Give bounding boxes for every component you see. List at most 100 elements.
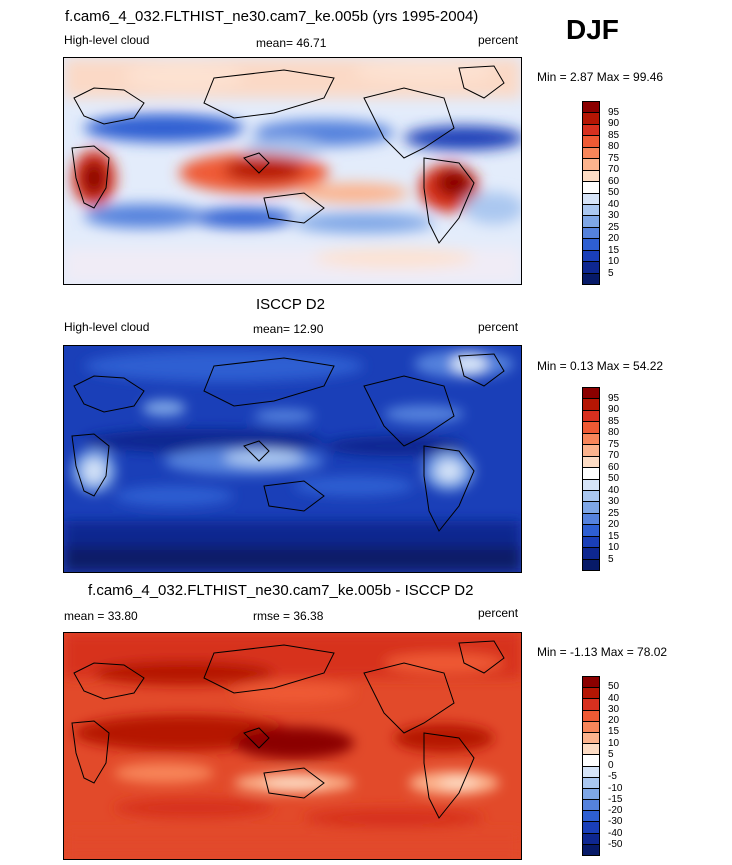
panel1-colorbar-swatch [583, 262, 599, 274]
panel2-left-label: High-level cloud [64, 320, 150, 334]
panel1-colorbar-tick-label: 80 [608, 141, 620, 152]
panel3-colorbar-tick-label: 20 [608, 715, 620, 726]
panel1-colorbar-swatch [583, 239, 599, 251]
panel1-colorbar-swatch [583, 159, 599, 171]
panel1-colorbar-swatch [583, 227, 599, 240]
panel1-mean-label: mean= 46.71 [256, 36, 327, 50]
panel1-colorbar-tick-label: 40 [608, 198, 620, 210]
panel1-colorbar-tick-label: 10 [608, 256, 620, 267]
panel2-colorbar-tick-label: 85 [608, 415, 620, 427]
panel1-colorbar-swatch [583, 124, 599, 137]
panel3-colorbar-swatch [583, 755, 599, 767]
panel2-colorbar-swatch [583, 422, 599, 434]
panel3-colorbar [582, 676, 600, 856]
panel3-colorbar-tick-label: 30 [608, 703, 620, 715]
panel2-units-label: percent [478, 320, 519, 334]
panel2-colorbar-swatch [583, 468, 599, 480]
panel3-colorbar-swatch [583, 710, 599, 722]
panel3-colorbar-tick-label: 0 [608, 760, 614, 771]
panel3-title: f.cam6_4_032.FLTHIST_ne30.cam7_ke.005b -… [88, 582, 474, 599]
panel1-map [63, 57, 522, 285]
panel2-colorbar-swatch [583, 559, 599, 570]
panel2-title: ISCCP D2 [256, 296, 325, 313]
panel2-colorbar-swatch [583, 433, 599, 446]
panel2-colorbar-swatch [583, 490, 599, 503]
panel2-colorbar [582, 387, 600, 571]
panel1-colorbar [582, 101, 600, 285]
panel1-colorbar-swatch [583, 250, 599, 263]
panel2-colorbar-tick-label: 20 [608, 519, 620, 530]
panel2-colorbar-tick-label: 60 [608, 461, 620, 473]
panel3-colorbar-tick-label: -30 [608, 816, 623, 828]
panel3-colorbar-swatch [583, 822, 599, 834]
panel1-colorbar-swatch [583, 170, 599, 183]
panel2-colorbar-tick-label: 75 [608, 438, 620, 450]
panel1-colorbar-swatch [583, 273, 599, 284]
panel3-colorbar-ticks: 50 40 30 20 15 10 5 0 -5 -10 -15 -20 -30 -40 -50 [608, 676, 648, 854]
panel2-colorbar-swatch [583, 536, 599, 549]
panel2-colorbar-swatch [583, 525, 599, 537]
panel1-colorbar-swatch [583, 113, 599, 125]
panel3-colorbar-tick-label: -40 [608, 827, 623, 839]
panel3-colorbar-swatch [583, 777, 599, 789]
panel1-colorbar-tick-label: 85 [608, 129, 620, 141]
panel1-colorbar-swatch [583, 102, 599, 114]
panel1-colorbar-tick-label: 30 [608, 210, 620, 221]
panel2-colorbar-swatch [583, 479, 599, 491]
panel3-units-label: percent [478, 606, 519, 620]
panel3-colorbar-tick-label: 50 [608, 681, 620, 693]
panel2-colorbar-tick-label: 5 [608, 553, 614, 565]
panel1-colorbar-swatch [583, 147, 599, 160]
panel2-colorbar-tick-label: 70 [608, 450, 620, 461]
panel3-colorbar-swatch [583, 721, 599, 733]
panel2-colorbar-tick-label: 15 [608, 530, 620, 542]
panel3-colorbar-tick-label: -50 [608, 838, 623, 850]
panel3-colorbar-tick-label: 15 [608, 726, 620, 738]
panel1-colorbar-tick-label: 50 [608, 187, 620, 198]
panel1-colorbar-ticks: 95 90 85 80 75 70 60 50 40 30 25 20 15 10 5 [608, 101, 648, 283]
panel1-colorbar-swatch [583, 136, 599, 148]
panel1-units-label: percent [478, 33, 519, 47]
panel3-colorbar-tick-label: 40 [608, 692, 620, 704]
panel3-mean-label: mean = 33.80 [64, 609, 138, 623]
panel2-colorbar-swatch [583, 502, 599, 514]
panel2-colorbar-tick-label: 10 [608, 542, 620, 553]
panel2-colorbar-swatch [583, 410, 599, 423]
panel3-colorbar-tick-label: 5 [608, 748, 614, 760]
panel1-colorbar-tick-label: 15 [608, 244, 620, 256]
panel1-minmax-label: Min = 2.87 Max = 99.46 [537, 70, 664, 84]
panel3-colorbar-swatch [583, 811, 599, 823]
panel3-colorbar-swatch [583, 677, 599, 689]
panel3-colorbar-swatch [583, 844, 599, 855]
panel1-colorbar-tick-label: 60 [608, 175, 620, 187]
panel1-colorbar-tick-label: 70 [608, 164, 620, 175]
panel3-colorbar-tick-label: -5 [608, 771, 617, 783]
panel1-colorbar-swatch [583, 216, 599, 228]
panel1-title: f.cam6_4_032.FLTHIST_ne30.cam7_ke.005b (… [65, 8, 479, 25]
panel1-colorbar-tick-label: 95 [608, 106, 620, 118]
panel2-colorbar-swatch [583, 399, 599, 411]
panel1-colorbar-swatch [583, 193, 599, 205]
panel2-colorbar-tick-label: 30 [608, 496, 620, 507]
season-label: DJF [566, 14, 619, 45]
panel1-colorbar-tick-label: 5 [608, 267, 614, 279]
panel3-colorbar-swatch [583, 766, 599, 778]
panel3-colorbar-tick-label: -10 [608, 782, 623, 794]
panel3-colorbar-swatch [583, 699, 599, 711]
panel1-colorbar-tick-label: 75 [608, 152, 620, 164]
panel3-minmax-label: Min = -1.13 Max = 78.02 [537, 645, 668, 659]
panel3-colorbar-swatch [583, 732, 599, 745]
panel3-colorbar-swatch [583, 800, 599, 812]
panel2-colorbar-swatch [583, 548, 599, 560]
panel3-colorbar-tick-label: -20 [608, 805, 623, 816]
panel2-mean-label: mean= 12.90 [253, 322, 324, 336]
panel2-colorbar-tick-label: 50 [608, 473, 620, 484]
panel2-map [63, 345, 522, 573]
panel1-colorbar-swatch [583, 204, 599, 217]
panel2-colorbar-ticks: 95 90 85 80 75 70 60 50 40 30 25 20 15 10 5 [608, 387, 648, 569]
panel2-colorbar-tick-label: 95 [608, 392, 620, 404]
panel3-colorbar-swatch [583, 788, 599, 801]
panel3-colorbar-tick-label: 10 [608, 737, 620, 749]
panel1-colorbar-tick-label: 90 [608, 118, 620, 129]
panel3-colorbar-swatch [583, 833, 599, 845]
